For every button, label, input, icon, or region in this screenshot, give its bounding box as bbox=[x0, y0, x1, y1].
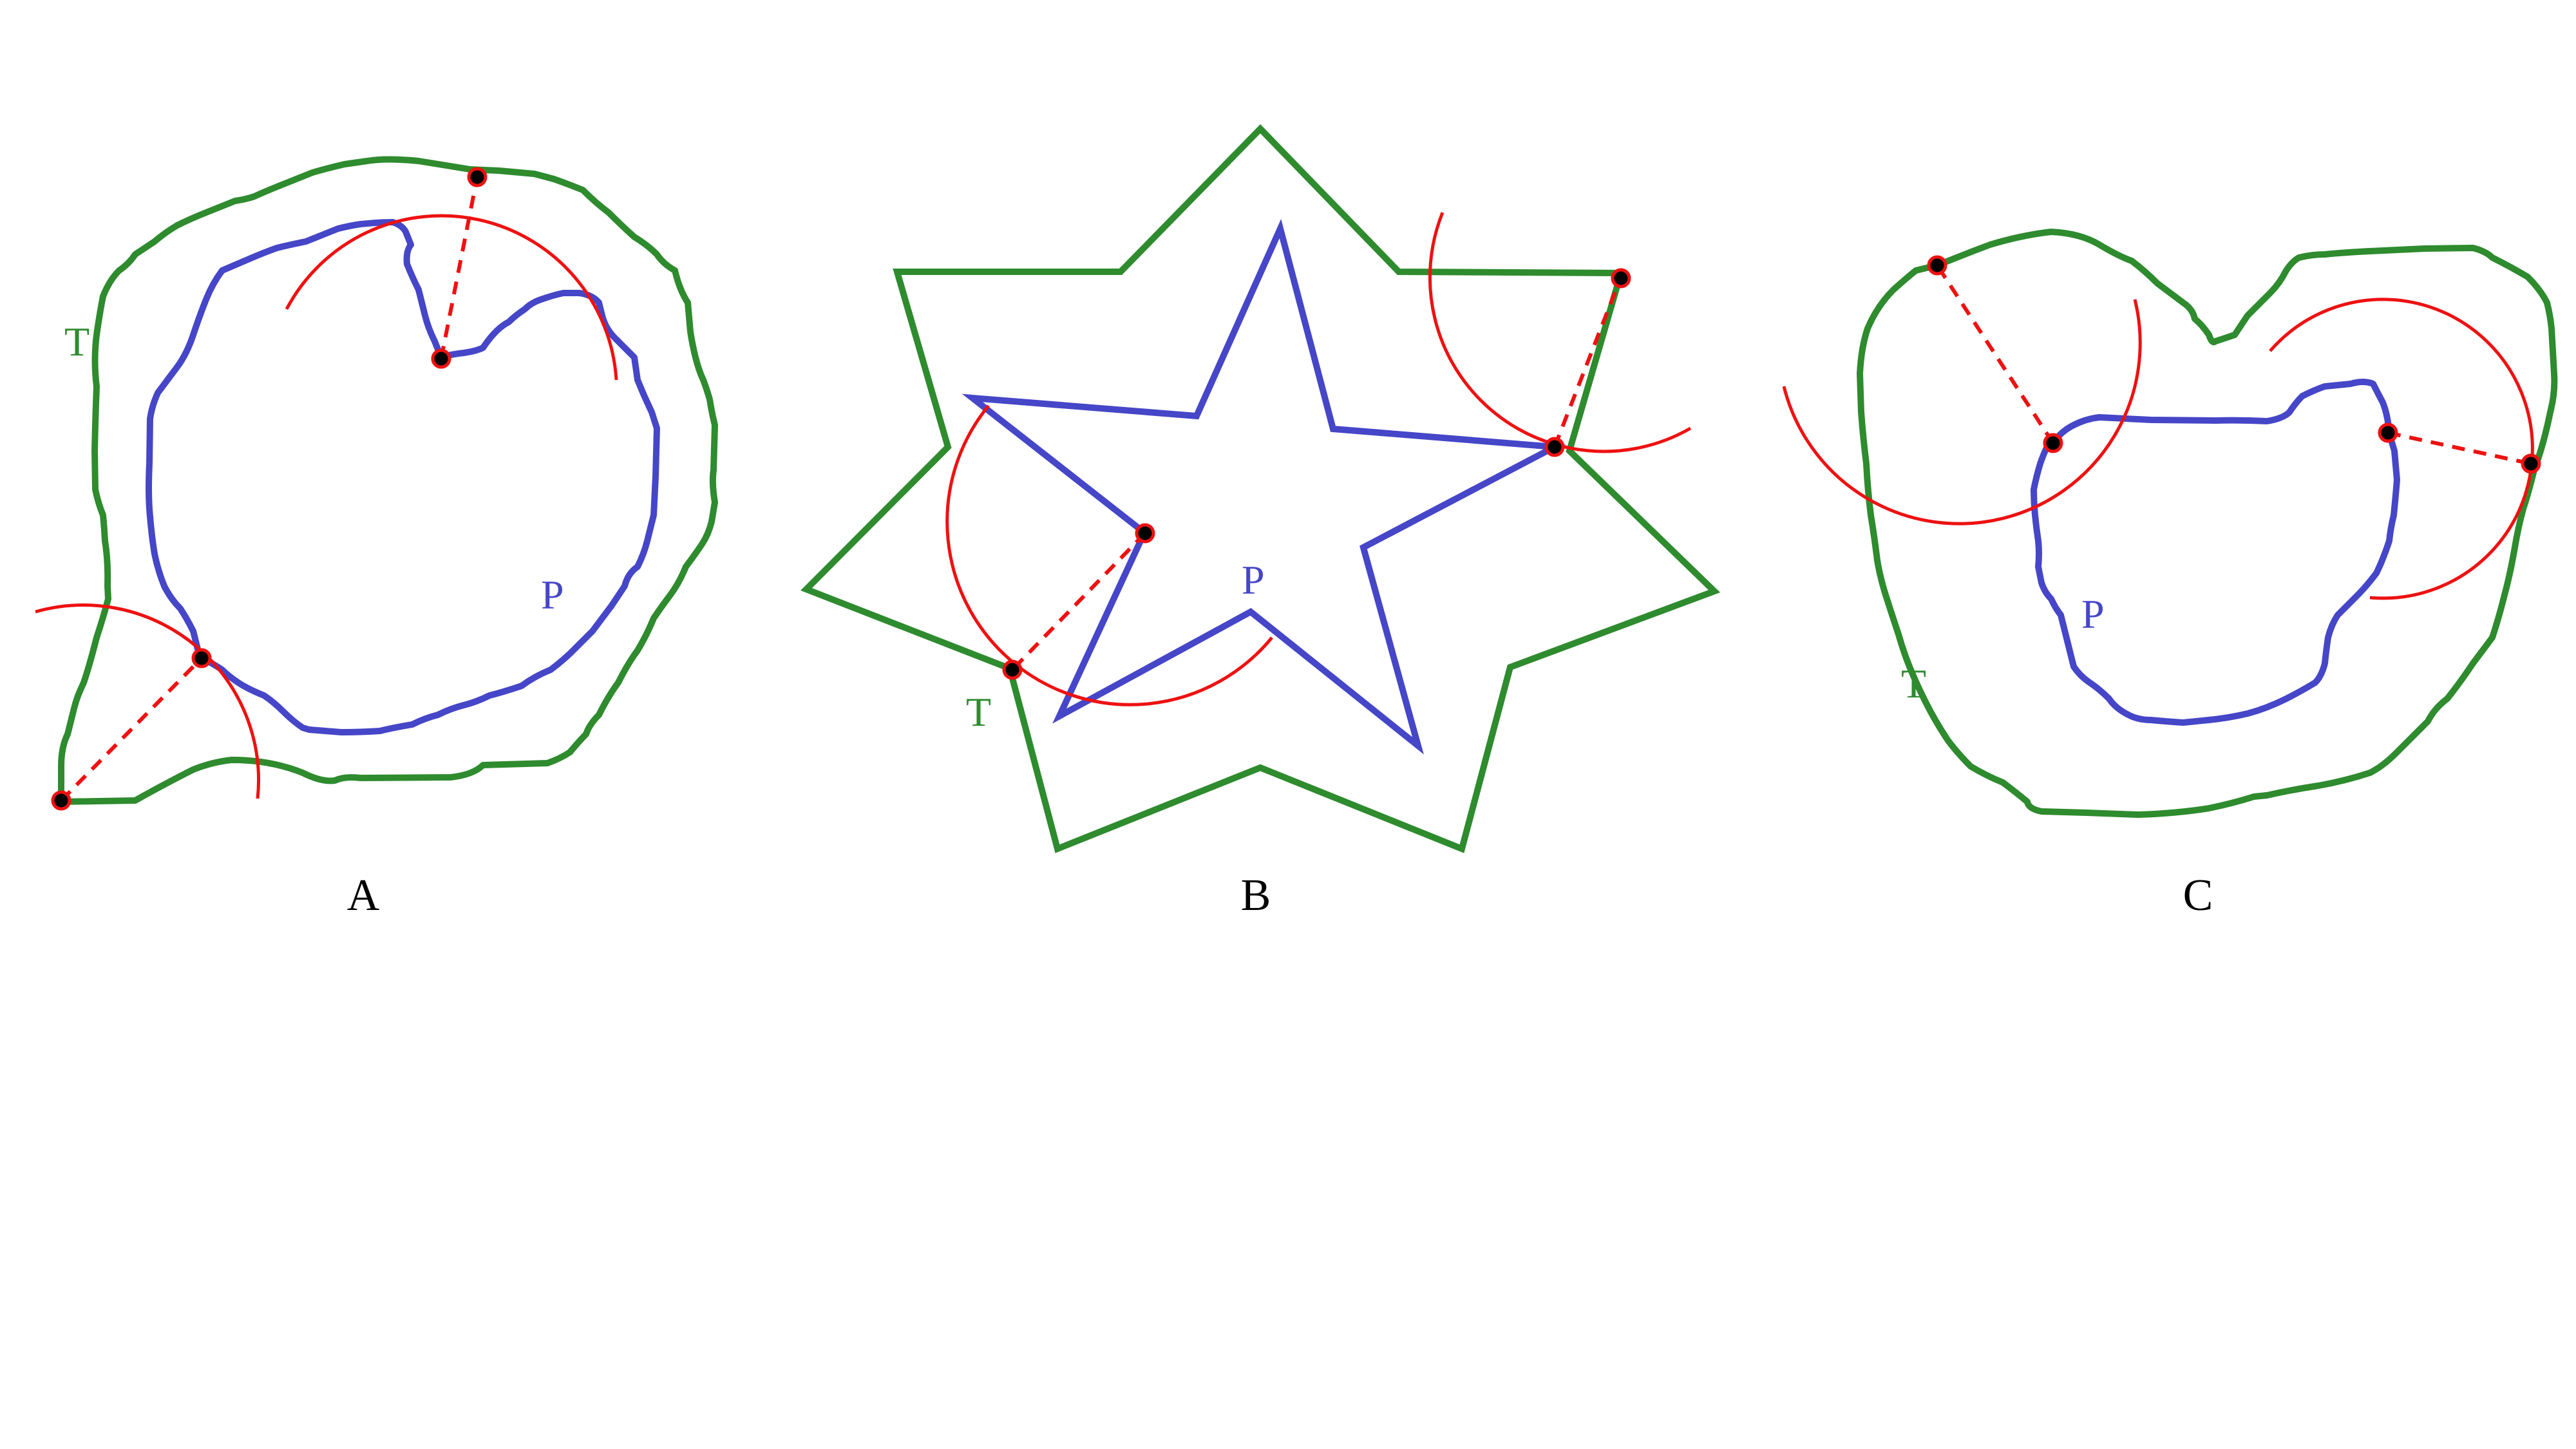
match-point bbox=[2378, 422, 2398, 443]
arc-c-left bbox=[1782, 299, 2142, 526]
match-point bbox=[1927, 255, 1947, 276]
panel-a: T P A bbox=[35, 156, 718, 920]
match-point bbox=[1135, 523, 1155, 544]
pattern-label: P bbox=[541, 572, 564, 618]
match-point bbox=[191, 648, 212, 668]
pattern-label: P bbox=[2081, 591, 2105, 637]
dashed-connector-b-right bbox=[1553, 276, 1623, 448]
arc-a-top bbox=[285, 214, 618, 381]
dashed-connector-b-left bbox=[1010, 531, 1147, 672]
target-curve-t bbox=[1857, 229, 2558, 818]
arc-a-bottom bbox=[35, 603, 260, 799]
target-label: T bbox=[64, 319, 90, 365]
match-point bbox=[2521, 453, 2541, 474]
panel-b: T P B bbox=[800, 124, 1721, 920]
panel-label: B bbox=[1241, 871, 1271, 920]
dashed-connector-c-right bbox=[2387, 431, 2532, 466]
target-label: T bbox=[966, 689, 991, 735]
match-point bbox=[431, 348, 451, 369]
panel-c: T P C bbox=[1782, 229, 2558, 920]
match-point bbox=[1002, 659, 1023, 680]
dashed-connector-a-bottom bbox=[59, 656, 204, 802]
target-star-t bbox=[800, 124, 1721, 853]
arc-b-right bbox=[1428, 212, 1692, 453]
dashed-connector-a-top bbox=[439, 176, 479, 359]
pattern-star-p bbox=[961, 219, 1566, 755]
match-point bbox=[1611, 268, 1631, 289]
panel-label: A bbox=[347, 871, 380, 920]
pattern-label: P bbox=[1242, 557, 1265, 603]
panel-label: C bbox=[2183, 871, 2213, 920]
target-label: T bbox=[1901, 661, 1926, 706]
match-point bbox=[51, 790, 71, 811]
arc-c-right bbox=[2269, 298, 2534, 600]
pattern-curve-p bbox=[2031, 379, 2400, 726]
match-point bbox=[1544, 437, 1565, 457]
target-curve-t bbox=[58, 156, 718, 805]
match-point bbox=[2043, 433, 2063, 453]
dashed-connector-c-left bbox=[1935, 264, 2055, 444]
pattern-curve-p bbox=[146, 219, 660, 735]
match-point bbox=[467, 167, 488, 187]
